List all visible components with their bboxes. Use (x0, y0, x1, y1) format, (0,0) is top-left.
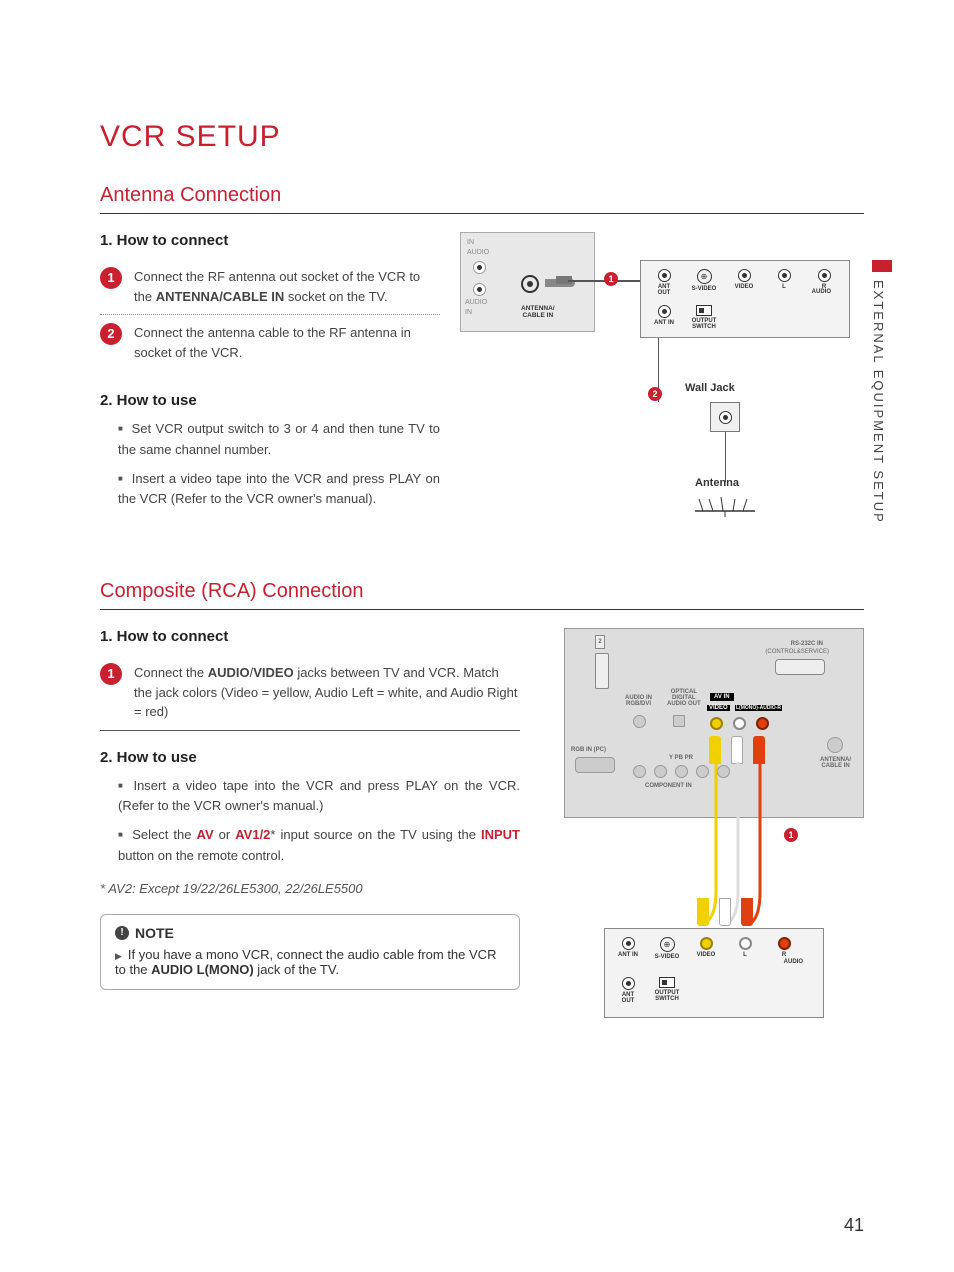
antenna-step-2-text: Connect the antenna cable to the RF ante… (134, 323, 440, 362)
antenna-section: Antenna Connection 1. How to connect 1 C… (100, 184, 864, 552)
d1-vcr-panel: ANT OUT ⊕S-VIDEO VIDEO L R AUDIO ANT IN … (640, 260, 850, 338)
composite-use-list: Insert a video tape into the VCR and pre… (100, 776, 520, 867)
d1-antenna-icon (695, 497, 755, 517)
antenna-step-2: 2 Connect the antenna cable to the RF an… (100, 314, 440, 370)
d1-antenna-label: Antenna (695, 477, 739, 489)
composite-diagram: 2 RS-232C IN (CONTROL&SERVICE) AUDIO IN … (564, 628, 864, 1048)
antenna-diagram: IN AUDIO AUDIO IN ANTENNA/ CABLE IN (460, 232, 860, 552)
composite-heading: Composite (RCA) Connection (100, 580, 864, 610)
d1-badge-1: 1 (604, 272, 618, 286)
step-badge-1: 1 (100, 267, 122, 289)
composite-use-2: Select the AV or AV1/2* input source on … (118, 825, 520, 867)
composite-step-1: 1 Connect the AUDIO/VIDEO jacks between … (100, 655, 520, 731)
note-body: If you have a mono VCR, connect the audi… (115, 947, 505, 977)
antenna-heading: Antenna Connection (100, 184, 864, 214)
page-title: VCR SETUP (100, 120, 864, 154)
side-accent-block (872, 260, 892, 272)
antenna-how-use-heading: 2. How to use (100, 392, 440, 409)
page-number: 41 (844, 1215, 864, 1236)
step-badge-2: 2 (100, 323, 122, 345)
d2-rca-plugs-top (709, 736, 765, 764)
composite-step-1-text: Connect the AUDIO/VIDEO jacks between TV… (134, 663, 520, 722)
d2-badge-1: 1 (784, 828, 798, 842)
antenna-use-list: Set VCR output switch to 3 or 4 and then… (100, 419, 440, 510)
d2-rca-plugs-bottom (697, 898, 753, 926)
composite-use-1: Insert a video tape into the VCR and pre… (118, 776, 520, 818)
side-section-label: EXTERNAL EQUIPMENT SETUP (871, 280, 886, 524)
note-label: NOTE (135, 925, 174, 941)
d1-antenna-cable-in-label: ANTENNA/ CABLE IN (521, 305, 555, 319)
antenna-how-connect-heading: 1. How to connect (100, 232, 440, 249)
composite-footnote: * AV2: Except 19/22/26LE5300, 22/26LE550… (100, 881, 520, 896)
d1-tv-panel: IN AUDIO AUDIO IN ANTENNA/ CABLE IN (460, 232, 595, 332)
composite-step-badge-1: 1 (100, 663, 122, 685)
d1-wall-jack (710, 402, 740, 432)
antenna-step-1-text: Connect the RF antenna out socket of the… (134, 267, 440, 306)
note-box: ! NOTE If you have a mono VCR, connect t… (100, 914, 520, 990)
d1-wall-jack-label: Wall Jack (685, 382, 735, 394)
note-icon: ! (115, 926, 129, 940)
d1-badge-2: 2 (648, 387, 662, 401)
antenna-use-2: Insert a video tape into the VCR and pre… (118, 469, 440, 511)
antenna-use-1: Set VCR output switch to 3 or 4 and then… (118, 419, 440, 461)
antenna-step-1: 1 Connect the RF antenna out socket of t… (100, 259, 440, 314)
composite-how-connect-heading: 1. How to connect (100, 628, 520, 645)
composite-how-use-heading: 2. How to use (100, 749, 520, 766)
d2-vcr-panel: ANT IN ⊕S-VIDEO VIDEO L R AUDIO ANT OUT … (604, 928, 824, 1018)
composite-section: Composite (RCA) Connection 1. How to con… (100, 580, 864, 1048)
